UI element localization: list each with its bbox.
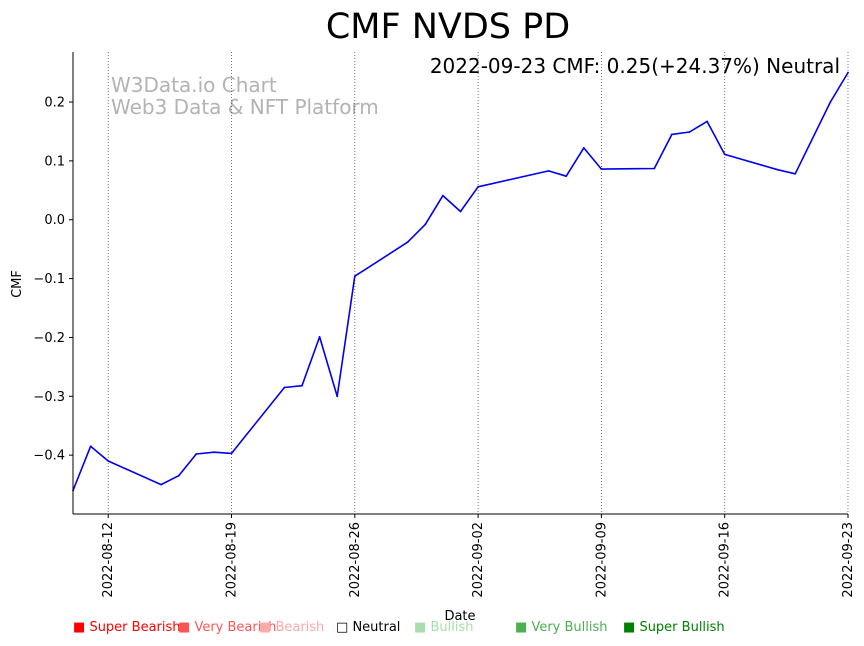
grid-layer (107, 52, 849, 514)
cmf-data-point (177, 474, 180, 477)
legend-very-bullish: ■ Very Bullish (515, 620, 608, 635)
axes-layer: 2022-08-12 2022-08-19 2022-08-26 2022-09-02… (33, 52, 856, 598)
cmf-data-point (723, 153, 726, 156)
legend-swatch-icon: ■ (73, 620, 86, 635)
cmf-series-line (72, 72, 849, 491)
cmf-data-point (213, 451, 215, 454)
y-tick-label: −0.1 (33, 272, 65, 287)
legend-very-bearish: ■ Very Bearish (178, 620, 276, 635)
cmf-data-point (847, 71, 849, 74)
series-layer (72, 71, 849, 492)
cmf-data-point (89, 445, 92, 448)
legend-label: Neutral (352, 620, 401, 635)
x-tick-label: 2022-09-23 (841, 522, 856, 598)
cmf-data-point (353, 275, 356, 278)
legend-label: Super Bearish (89, 620, 181, 635)
cmf-data-point (160, 483, 162, 486)
cmf-data-point (283, 386, 286, 389)
watermark-line-1: W3Data.io Chart (111, 73, 277, 97)
y-tick-label: 0.0 (44, 213, 65, 228)
legend-swatch-icon: □ (336, 620, 349, 635)
cmf-data-point (670, 133, 673, 136)
cmf-data-point (829, 101, 832, 103)
x-tick-label: 2022-08-12 (101, 522, 116, 598)
cmf-data-point (776, 168, 779, 171)
legend-swatch-icon: ■ (414, 620, 427, 635)
x-tick-label: 2022-09-02 (471, 522, 486, 598)
legend-label: Bearish (275, 620, 325, 635)
cmf-data-point (301, 384, 303, 387)
cmf-data-point (441, 194, 444, 197)
chart-title: CMF NVDS PD (326, 7, 570, 47)
legend-label: Very Bearish (194, 620, 277, 635)
cmf-data-point (406, 241, 409, 243)
legend-swatch-icon: ■ (178, 620, 191, 635)
cmf-data-point (600, 168, 603, 171)
legend-swatch-icon: ■ (259, 620, 272, 635)
cmf-data-point (230, 452, 233, 455)
legend-swatch-icon: ■ (515, 620, 528, 635)
legend-neutral: □ Neutral (336, 620, 400, 635)
x-tick-label: 2022-08-26 (348, 522, 363, 598)
y-tick-label: −0.3 (33, 390, 65, 405)
legend-bearish: ■ Bearish (259, 620, 324, 635)
cmf-data-point (459, 210, 462, 213)
legend-super-bearish: ■ Super Bearish (73, 620, 181, 635)
legend-swatch-icon: ■ (623, 620, 636, 635)
cmf-data-point (477, 185, 480, 188)
cmf-data-point (195, 453, 198, 455)
cmf-data-point (688, 131, 691, 133)
cmf-data-point (565, 175, 568, 178)
watermark-line-2: Web3 Data & NFT Platform (111, 95, 379, 119)
cmf-data-point (706, 120, 708, 123)
cmf-data-point (318, 335, 321, 338)
sentiment-legend: ■ Super Bearish ■ Very Bearish ■ Bearish… (0, 620, 864, 640)
legend-bullish: ■ Bullish (414, 620, 473, 635)
cmf-data-point (424, 223, 427, 226)
legend-label: Bullish (430, 620, 474, 635)
cmf-data-point (653, 167, 656, 170)
cmf-data-point (336, 395, 339, 398)
y-tick-label: 0.2 (44, 96, 65, 111)
legend-label: Very Bullish (531, 620, 608, 635)
x-axis-label: Date (444, 609, 475, 624)
x-tick-label: 2022-09-09 (594, 522, 609, 598)
cmf-data-point (582, 147, 585, 149)
latest-value-annotation: 2022-09-23 CMF: 0.25(+24.37%) Neutral (430, 54, 840, 78)
cmf-data-point (547, 169, 550, 172)
legend-label: Super Bullish (639, 620, 725, 635)
y-tick-label: −0.4 (33, 449, 65, 464)
cmf-data-point (794, 172, 797, 175)
y-tick-label: 0.1 (44, 154, 65, 169)
y-axis-label: CMF (10, 270, 25, 298)
cmf-data-point (107, 460, 110, 462)
x-tick-label: 2022-08-19 (225, 522, 240, 598)
y-tick-label: −0.2 (33, 331, 65, 346)
legend-super-bullish: ■ Super Bullish (623, 620, 725, 635)
x-tick-label: 2022-09-16 (718, 522, 733, 598)
